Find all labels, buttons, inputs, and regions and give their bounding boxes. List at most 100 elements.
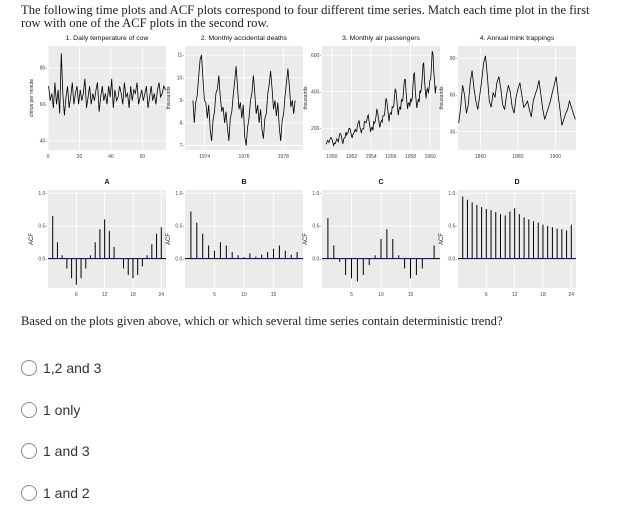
x-tick-label: 24 (568, 292, 574, 298)
x-tick-label: 1960 (425, 154, 436, 160)
radio-button[interactable] (21, 443, 37, 459)
y-tick-label: 0.5- (312, 224, 321, 230)
option-1-2-and-3[interactable]: 1,2 and 3 (21, 358, 101, 378)
y-tick-label: 1.0- (175, 191, 184, 197)
y-axis-label: chirps per minute (29, 79, 35, 118)
x-tick-label: 1976 (238, 154, 249, 160)
option-1-and-3[interactable]: 1 and 3 (21, 441, 90, 461)
x-tick-label: 20 (77, 154, 83, 160)
plot-panel (322, 46, 440, 150)
y-tick-label: 0.0- (312, 256, 321, 262)
y-tick-label: 9- (180, 98, 185, 104)
x-tick-label: 10 (241, 292, 247, 298)
y-tick-label: 200- (311, 126, 321, 132)
x-tick-label: 24 (158, 292, 164, 298)
chart-title: B (241, 179, 246, 186)
series-line (458, 55, 576, 126)
chart-time-plot-4: 1860 1880 1900 30- 60- 90- thousands 4. Annual … (439, 35, 576, 160)
y-axis-label: ACF (439, 233, 445, 245)
chart-acf-plot-4: 6 12 18 24 0.0- 0.5- 1.0- ACF D (439, 179, 576, 298)
y-axis-label: ACF (166, 233, 172, 245)
y-tick-label: 0.5- (448, 224, 457, 230)
chart-time-plot-2: 1974 1976 1978 7- 8- 9- 10- 11- thousands 2. Mont… (166, 35, 303, 160)
series-line (325, 50, 437, 148)
x-tick-label: 1954 (366, 154, 377, 160)
y-tick-label: 40- (40, 139, 48, 145)
radio-button[interactable] (21, 485, 37, 501)
chart-title: 1. Daily temperature of cow (66, 35, 149, 42)
y-tick-label: 30- (450, 129, 458, 135)
plot-panel (458, 46, 576, 150)
y-tick-label: 90- (450, 56, 458, 62)
chart-acf-plot-1: 6 12 18 24 0.0- 0.5- 1.0- ACF A (29, 179, 166, 298)
y-tick-label: 0.5- (38, 224, 47, 230)
y-tick-label: 400- (311, 89, 321, 95)
chart-time-plot-1: 0 20 40 60 40- 60- 80- chirps per minute 1. Dail… (29, 35, 166, 160)
x-tick-label: 0 (47, 154, 50, 160)
y-tick-label: 1.0- (312, 191, 321, 197)
y-tick-label: 1.0- (38, 191, 47, 197)
x-tick-label: 60 (140, 154, 146, 160)
chart-title: 3. Monthly air passengers (342, 35, 420, 42)
option-label: 1 only (43, 402, 81, 418)
chart-acf-plot-2: 5 10 15 0.0- 0.5- 1.0- ACF B (166, 179, 303, 298)
chart-title: C (378, 179, 383, 186)
option-1-only[interactable]: 1 only (21, 400, 80, 420)
question-prompt: Based on the plots given above, which or… (21, 314, 503, 328)
x-tick-label: 1860 (475, 154, 486, 160)
x-tick-label: 15 (271, 292, 277, 298)
y-axis-label: ACF (29, 233, 35, 245)
x-tick-label: 1958 (405, 154, 416, 160)
y-tick-label: 8- (180, 121, 185, 127)
x-tick-label: 10 (378, 292, 384, 298)
y-tick-label: 0.0- (38, 256, 47, 262)
x-tick-label: 12 (102, 292, 108, 298)
question-text: The following time plots and ACF plots c… (21, 3, 590, 30)
chart-title: D (514, 179, 519, 186)
x-tick-label: 6 (485, 292, 488, 298)
x-tick-label: 18 (130, 292, 136, 298)
x-tick-label: 40 (108, 154, 114, 160)
x-tick-label: 1978 (278, 154, 289, 160)
chart-title: 2. Monthly accidental deaths (201, 35, 288, 42)
y-tick-label: 80- (40, 66, 48, 72)
chart-title: 4. Annual mink trappings (480, 35, 555, 42)
x-tick-label: 1974 (199, 154, 210, 160)
time-series-figure: 0 20 40 60 40- 60- 80- chirps per minute 1. Dail… (29, 35, 576, 298)
x-tick-label: 5 (350, 292, 353, 298)
plot-panel (48, 190, 166, 288)
x-tick-label: 15 (408, 292, 414, 298)
x-tick-label: 18 (540, 292, 546, 298)
y-tick-label: 60- (450, 93, 458, 99)
plot-panel (48, 46, 166, 150)
y-axis-label: ACF (303, 233, 309, 245)
y-tick-label: 1.0- (448, 191, 457, 197)
y-axis-label: thousands (303, 86, 309, 110)
y-tick-label: 60- (40, 102, 48, 108)
x-tick-label: 1956 (385, 154, 396, 160)
series-line (192, 54, 296, 146)
chart-acf-plot-3: 5 10 15 0.0- 0.5- 1.0- ACF C (303, 179, 440, 298)
y-tick-label: 0.0- (448, 256, 457, 262)
x-tick-label: 12 (512, 292, 518, 298)
x-tick-label: 5 (213, 292, 216, 298)
y-tick-label: 600- (311, 53, 321, 59)
y-axis-label: thousands (439, 86, 445, 110)
chart-title: A (104, 179, 109, 186)
radio-button[interactable] (21, 360, 37, 376)
x-tick-label: 1952 (346, 154, 357, 160)
radio-button[interactable] (21, 402, 37, 418)
y-tick-label: 0.0- (175, 256, 184, 262)
y-axis-label: thousands (166, 86, 172, 110)
chart-time-plot-3: 1950 1952 1954 1956 1958 1960 200- 400- 600- thou… (303, 35, 440, 160)
x-tick-label: 6 (75, 292, 78, 298)
x-tick-label: 1950 (326, 154, 337, 160)
x-tick-label: 1880 (512, 154, 523, 160)
option-label: 1 and 3 (43, 443, 90, 459)
option-1-and-2[interactable]: 1 and 2 (21, 483, 90, 503)
y-tick-label: 0.5- (175, 224, 184, 230)
series-line (48, 53, 166, 116)
y-tick-label: 11- (177, 53, 184, 59)
option-label: 1 and 2 (43, 485, 90, 501)
x-tick-label: 1900 (550, 154, 561, 160)
